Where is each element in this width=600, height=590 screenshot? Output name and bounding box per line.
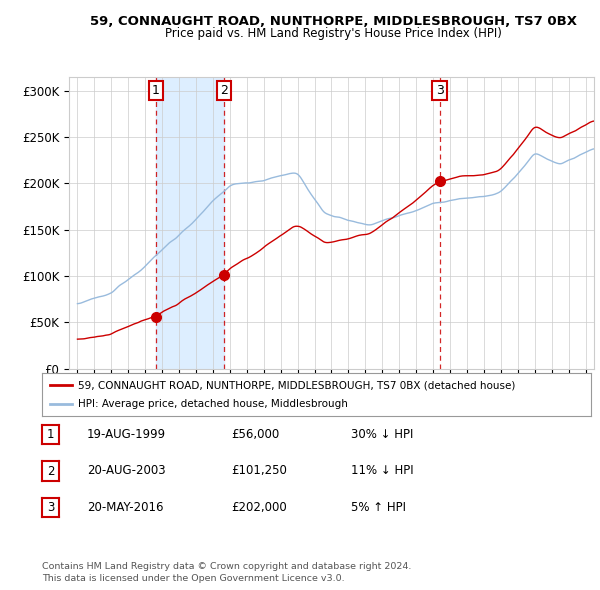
Text: 30% ↓ HPI: 30% ↓ HPI	[351, 428, 413, 441]
Text: 11% ↓ HPI: 11% ↓ HPI	[351, 464, 413, 477]
Text: 59, CONNAUGHT ROAD, NUNTHORPE, MIDDLESBROUGH, TS7 0BX (detached house): 59, CONNAUGHT ROAD, NUNTHORPE, MIDDLESBR…	[77, 381, 515, 391]
Text: £56,000: £56,000	[231, 428, 279, 441]
Text: Price paid vs. HM Land Registry's House Price Index (HPI): Price paid vs. HM Land Registry's House …	[164, 27, 502, 40]
Text: 1: 1	[47, 428, 54, 441]
Text: 19-AUG-1999: 19-AUG-1999	[87, 428, 166, 441]
Text: 20-AUG-2003: 20-AUG-2003	[87, 464, 166, 477]
Text: £101,250: £101,250	[231, 464, 287, 477]
Text: HPI: Average price, detached house, Middlesbrough: HPI: Average price, detached house, Midd…	[77, 399, 347, 409]
Text: 2: 2	[47, 464, 54, 478]
Text: Contains HM Land Registry data © Crown copyright and database right 2024.
This d: Contains HM Land Registry data © Crown c…	[42, 562, 412, 583]
Text: £202,000: £202,000	[231, 501, 287, 514]
Text: 5% ↑ HPI: 5% ↑ HPI	[351, 501, 406, 514]
Text: 1: 1	[152, 84, 160, 97]
Text: 3: 3	[47, 501, 54, 514]
Text: 2: 2	[220, 84, 227, 97]
Bar	[156, 77, 224, 369]
Text: 20-MAY-2016: 20-MAY-2016	[87, 501, 163, 514]
Text: 59, CONNAUGHT ROAD, NUNTHORPE, MIDDLESBROUGH, TS7 0BX: 59, CONNAUGHT ROAD, NUNTHORPE, MIDDLESBR…	[89, 15, 577, 28]
Text: 3: 3	[436, 84, 443, 97]
